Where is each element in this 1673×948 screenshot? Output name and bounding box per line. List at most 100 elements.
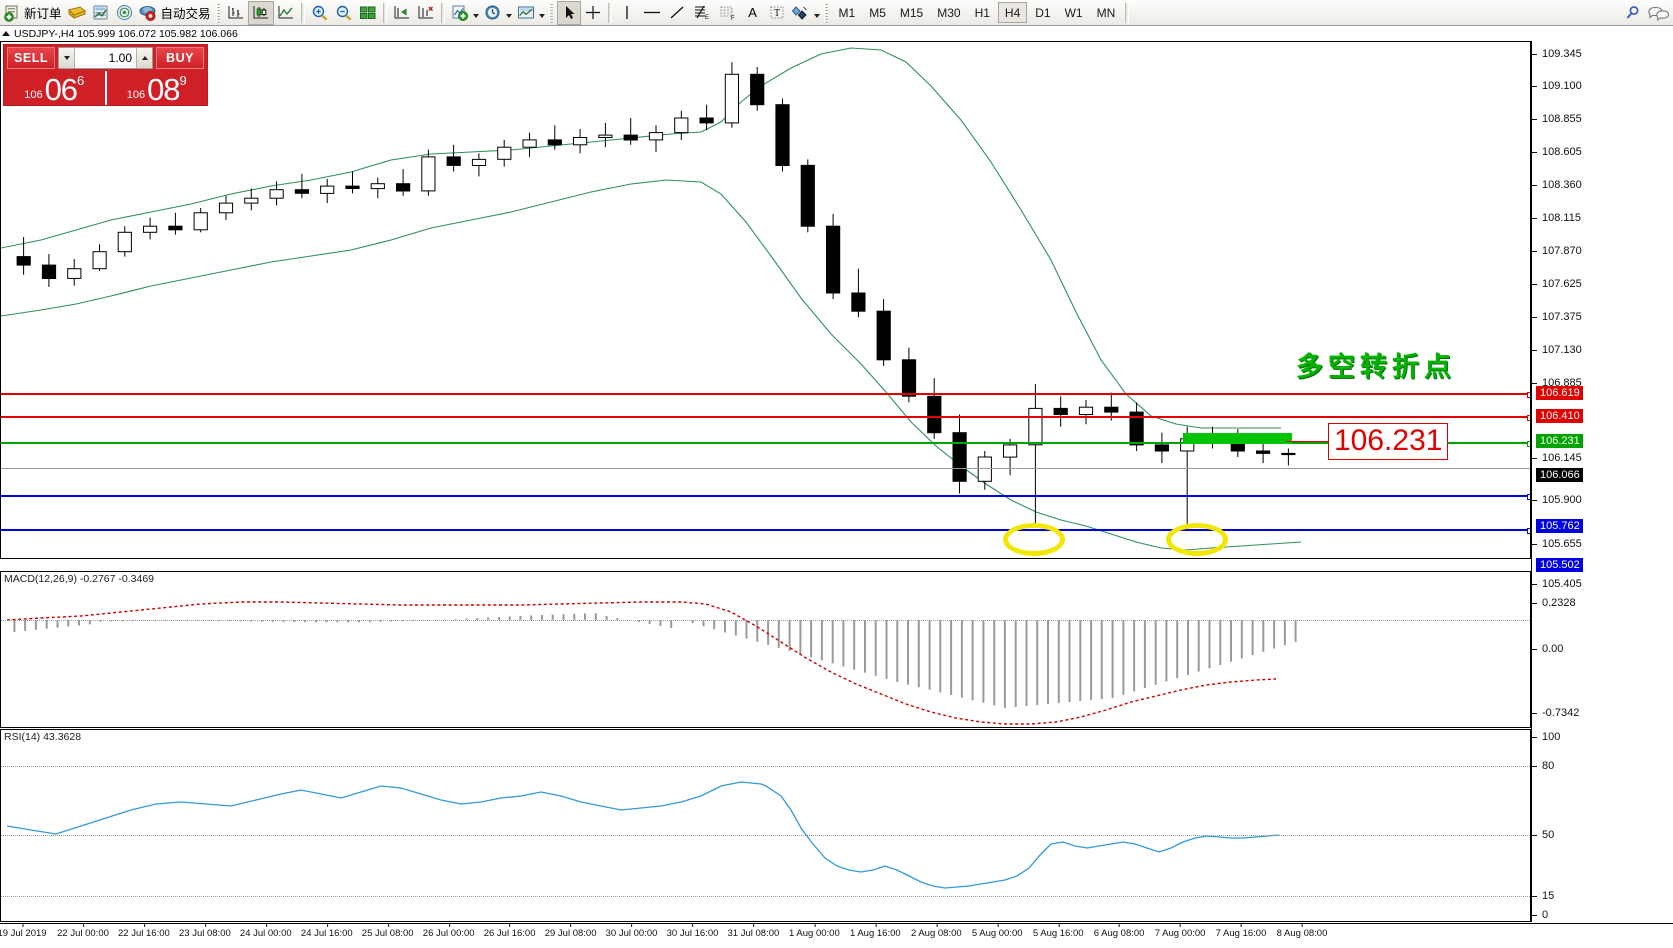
auto-trading-button[interactable]: 自动交易 bbox=[137, 1, 214, 25]
timeframe-m5[interactable]: M5 bbox=[869, 5, 886, 20]
symbol-ohlc-text: USDJPY-,H4 105.999 106.072 105.982 106.0… bbox=[14, 27, 238, 40]
shapes-tool[interactable] bbox=[789, 1, 813, 25]
text-label-icon: T bbox=[770, 6, 784, 19]
buy-price[interactable]: 106 08 9 bbox=[104, 71, 208, 105]
rsi-tick-80: 80 bbox=[1532, 760, 1554, 772]
volume-value[interactable]: 1.00 bbox=[75, 48, 136, 68]
buy-button[interactable]: BUY bbox=[156, 47, 204, 69]
vertical-line-tool[interactable] bbox=[615, 1, 639, 25]
chinese-annotation-text[interactable]: 多空转折点 bbox=[1296, 352, 1456, 382]
periods-dropdown-arrow[interactable] bbox=[505, 3, 514, 23]
signals-button[interactable] bbox=[113, 1, 137, 25]
zoom-in-button[interactable] bbox=[308, 1, 332, 25]
candlestick-chart-button[interactable] bbox=[247, 0, 274, 25]
time-tick: 8 Aug 08:00 bbox=[1276, 923, 1328, 939]
templates-button[interactable] bbox=[514, 1, 538, 25]
chat-button[interactable] bbox=[1645, 1, 1671, 25]
zoom-out-button[interactable] bbox=[332, 1, 356, 25]
horizontal-line-tool[interactable] bbox=[639, 1, 665, 25]
line-handle[interactable] bbox=[1527, 528, 1530, 534]
line-handle[interactable] bbox=[1527, 441, 1530, 447]
search-icon bbox=[1626, 5, 1639, 19]
toolbar-grip-3[interactable] bbox=[823, 2, 828, 23]
chart-area: 多空转折点 106.231 MACD(12,26,9) -0.2767 -0.3… bbox=[0, 41, 1673, 948]
price-tick: 105.900 bbox=[1532, 494, 1582, 506]
text-label-tool[interactable]: T bbox=[765, 1, 789, 25]
volume-increase-button[interactable] bbox=[136, 48, 152, 68]
price-tick: 108.605 bbox=[1532, 146, 1582, 158]
fibonacci-retracement-tool[interactable]: E bbox=[689, 1, 715, 25]
indicators-button[interactable] bbox=[448, 1, 472, 25]
timeframe-w1[interactable]: W1 bbox=[1064, 5, 1083, 20]
search-button[interactable] bbox=[1621, 1, 1645, 25]
time-tick: 1 Aug 00:00 bbox=[789, 923, 840, 939]
templates-dropdown-arrow[interactable] bbox=[538, 3, 547, 23]
chart-shift-icon bbox=[394, 5, 409, 18]
time-tick: 22 Jul 00:00 bbox=[57, 923, 109, 939]
text-tool[interactable]: A bbox=[741, 1, 765, 25]
highlight-ellipse-2[interactable] bbox=[1166, 523, 1228, 556]
volume-decrease-button[interactable] bbox=[59, 48, 75, 68]
macd-tick-bottom: -0.7342 bbox=[1532, 707, 1579, 719]
green-zone-marker[interactable] bbox=[1183, 433, 1292, 444]
macd-tick-top: 0.2328 bbox=[1532, 597, 1576, 609]
cursor-tool[interactable] bbox=[556, 0, 581, 25]
chart-shift-button[interactable] bbox=[390, 1, 414, 25]
timeframe-h4[interactable]: H4 bbox=[997, 2, 1028, 23]
bar-chart-button[interactable] bbox=[224, 1, 248, 25]
toolbar-grip[interactable] bbox=[215, 2, 220, 23]
one-click-trading-panel[interactable]: SELL 1.00 BUY 106 06 6 106 08 9 bbox=[3, 44, 208, 106]
indicators-dropdown-arrow[interactable] bbox=[472, 3, 481, 23]
price-line-105-502[interactable] bbox=[1, 528, 1530, 534]
collapse-triangle-icon[interactable] bbox=[2, 31, 10, 36]
tile-windows-button[interactable] bbox=[356, 1, 380, 25]
price-chart-panel[interactable]: 多空转折点 bbox=[0, 41, 1531, 559]
price-label-106-619[interactable]: 106.619 bbox=[1536, 386, 1583, 400]
time-tick: 1 Aug 16:00 bbox=[849, 923, 901, 939]
highlight-ellipse-1[interactable] bbox=[1003, 523, 1065, 556]
time-axis[interactable]: 19 Jul 2019 22 Jul 00:00 22 Jul 16:00 23 Ju… bbox=[0, 923, 1673, 948]
sell-button[interactable]: SELL bbox=[7, 47, 55, 69]
line-handle[interactable] bbox=[1527, 415, 1530, 421]
price-label-105-502[interactable]: 105.502 bbox=[1536, 558, 1583, 572]
timeframe-mn[interactable]: MN bbox=[1096, 5, 1116, 20]
price-line-106-410[interactable] bbox=[1, 415, 1530, 421]
line-chart-button[interactable] bbox=[274, 1, 298, 25]
expert-advisors-button[interactable] bbox=[65, 1, 89, 25]
macd-panel[interactable]: MACD(12,26,9) -0.2767 -0.3469 bbox=[0, 571, 1531, 728]
sell-price[interactable]: 106 06 6 bbox=[4, 71, 105, 105]
timeframe-m30[interactable]: M30 bbox=[937, 5, 961, 20]
templates-icon bbox=[517, 6, 534, 18]
price-label-105-762[interactable]: 105.762 bbox=[1536, 519, 1583, 533]
horizontal-line-icon bbox=[643, 11, 660, 13]
toolbar-separator-2 bbox=[382, 2, 387, 23]
price-line-106-231[interactable] bbox=[1, 441, 1530, 447]
price-label-106-231[interactable]: 106.231 bbox=[1536, 434, 1583, 448]
grid-tool[interactable]: F bbox=[715, 1, 741, 25]
market-watch-icon bbox=[93, 5, 108, 19]
price-label-106-410[interactable]: 106.410 bbox=[1536, 409, 1583, 423]
time-tick: 2 Aug 08:00 bbox=[910, 923, 962, 939]
price-axis[interactable]: 109.345 109.100 108.855 108.605 108.360 … bbox=[1531, 41, 1673, 922]
price-line-105-762[interactable] bbox=[1, 494, 1530, 500]
line-handle[interactable] bbox=[1527, 494, 1530, 500]
timeframe-h1[interactable]: H1 bbox=[974, 5, 990, 20]
periods-button[interactable] bbox=[481, 1, 505, 25]
price-line-106-619[interactable] bbox=[1, 392, 1530, 398]
trendline-tool[interactable] bbox=[665, 1, 689, 25]
price-callout-box[interactable]: 106.231 bbox=[1328, 423, 1449, 460]
crosshair-tool[interactable] bbox=[581, 1, 605, 25]
new-order-label: 新订单 bbox=[24, 7, 62, 21]
volume-stepper[interactable]: 1.00 bbox=[58, 47, 153, 69]
timeframe-m1[interactable]: M1 bbox=[838, 5, 856, 20]
timeframe-m15[interactable]: M15 bbox=[899, 5, 924, 20]
market-watch-button[interactable] bbox=[89, 1, 113, 25]
line-handle[interactable] bbox=[1527, 392, 1530, 398]
shapes-dropdown-arrow[interactable] bbox=[813, 3, 822, 23]
auto-scroll-button[interactable] bbox=[414, 1, 438, 25]
price-tick: 107.130 bbox=[1532, 344, 1582, 356]
toolbar-grip-2[interactable] bbox=[548, 2, 553, 23]
rsi-panel[interactable]: RSI(14) 43.3628 bbox=[0, 729, 1531, 922]
new-order-button[interactable]: 新订单 bbox=[2, 1, 65, 25]
timeframe-d1[interactable]: D1 bbox=[1035, 5, 1051, 20]
